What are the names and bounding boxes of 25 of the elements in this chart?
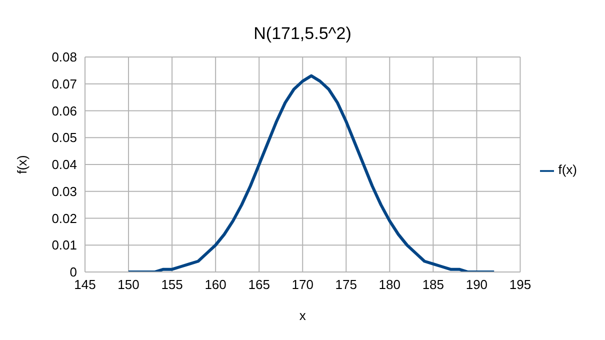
line-series [127, 74, 496, 272]
y-tick-label: 0.03 [52, 184, 77, 199]
x-tick-label: 145 [74, 277, 96, 292]
y-tick-label: 0.06 [52, 103, 77, 118]
y-tick-label: 0.02 [52, 210, 77, 226]
y-tick-label: 0.05 [52, 130, 77, 146]
x-tick-label: 160 [204, 277, 226, 292]
y-tick-label: 0.01 [52, 238, 77, 253]
y-axis-title: f(x) [14, 155, 30, 174]
x-axis-title: x [299, 308, 306, 323]
y-tick-label: 0 [70, 264, 77, 280]
x-tick-label: 180 [378, 277, 401, 292]
x-tick-label: 170 [292, 277, 314, 292]
chart-title: N(171,5.5^2) [252, 24, 352, 44]
x-tick-label: 185 [422, 277, 444, 292]
y-tick-label: 0.07 [52, 76, 77, 92]
y-tick-label: 0.04 [52, 157, 77, 172]
x-tick-label: 165 [248, 277, 270, 292]
x-tick-label: 190 [466, 277, 488, 292]
y-tick-label: 0.08 [52, 50, 77, 65]
x-tick-label: 155 [161, 277, 183, 292]
x-tick-label: 175 [335, 277, 357, 292]
x-tick-label: 150 [118, 277, 140, 292]
x-tick-label: 195 [509, 277, 532, 292]
legend-label: f(x) [558, 162, 577, 178]
